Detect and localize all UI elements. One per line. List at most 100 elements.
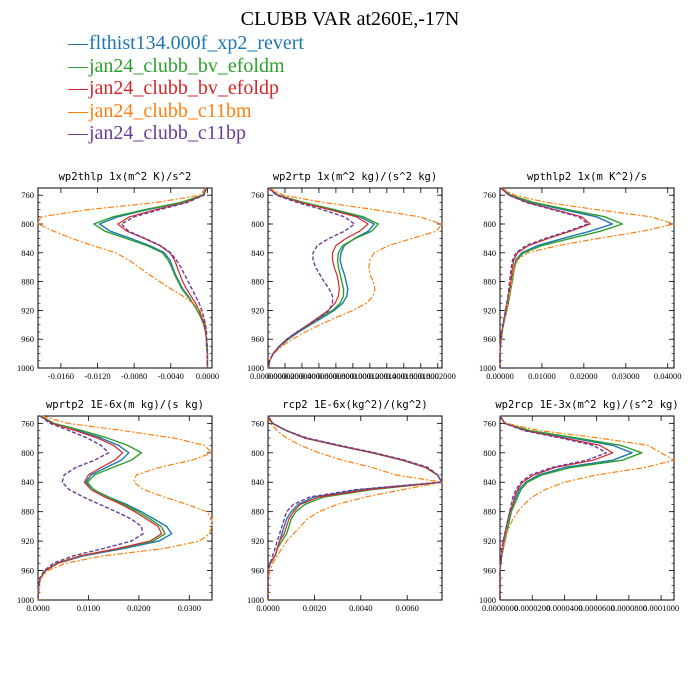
- legend-line-icon: —: [68, 99, 88, 122]
- y-tick-label: 800: [21, 219, 34, 229]
- y-tick-label: 880: [21, 277, 34, 287]
- x-tick-label: -0.0040: [158, 371, 184, 381]
- y-tick-label: 840: [251, 248, 264, 258]
- x-tick-label: 0.00000: [486, 371, 514, 381]
- x-tick-label: 0.0040: [349, 603, 372, 613]
- plot-frame: [499, 415, 675, 601]
- x-tick-label: -0.0080: [121, 371, 147, 381]
- series-line: [499, 187, 624, 368]
- series-line: [499, 415, 607, 600]
- x-tick-label: 0.0001200: [352, 371, 388, 381]
- legend-line-icon: —: [68, 77, 88, 99]
- series-line: [120, 187, 209, 368]
- y-tick-label: 960: [21, 334, 34, 344]
- y-tick-label: 880: [251, 507, 264, 517]
- series-line: [499, 187, 675, 368]
- y-tick-label: 960: [251, 334, 264, 344]
- x-tick-label: 0.0300: [178, 603, 201, 613]
- x-tick-label: 0.03000: [612, 371, 640, 381]
- legend-line-icon: —: [68, 32, 88, 54]
- x-tick-label: 0.0000000: [250, 371, 286, 381]
- x-tick-label: 0.0001000: [643, 603, 679, 613]
- y-tick-label: 1000: [17, 363, 34, 373]
- x-tick-label: -0.0120: [84, 371, 110, 381]
- y-tick-label: 1000: [479, 595, 496, 605]
- chart-panel: wprtp2 1E-6x(m kg)/(s kg) 760 800 840 880 920…: [17, 399, 213, 613]
- panel-title: rcp2 1E-6x(kg^2)/(kg^2): [282, 399, 427, 411]
- series-line: [499, 187, 589, 368]
- x-tick-label: 0.0200: [127, 603, 150, 613]
- series-line: [499, 415, 614, 600]
- x-tick-label: 0.01000: [528, 371, 556, 381]
- series-line: [117, 187, 208, 368]
- y-tick-label: 800: [251, 448, 264, 458]
- legend-line-icon: —: [68, 54, 88, 77]
- y-tick-label: 880: [21, 507, 34, 517]
- x-tick-label: 0.0001000: [335, 371, 371, 381]
- x-tick-label: 0.0000: [26, 603, 49, 613]
- y-tick-label: 920: [21, 305, 34, 315]
- series-line: [37, 187, 208, 368]
- legend-label: flthist134.000f_xp2_revert: [89, 32, 304, 54]
- series-line: [37, 415, 163, 601]
- series-line: [499, 415, 643, 600]
- x-tick-label: -0.0160: [48, 371, 74, 381]
- series-line: [267, 187, 356, 369]
- panel-title: wp2rcp 1E-3x(m^2 kg)/(s^2 kg): [495, 399, 678, 411]
- figure-title: CLUBB VAR at260E,-17N: [240, 8, 460, 30]
- y-tick-label: 1000: [247, 595, 264, 605]
- y-tick-label: 800: [21, 448, 34, 458]
- y-tick-label: 840: [21, 248, 34, 258]
- legend-item: — jan24_clubb_c11bm: [68, 100, 304, 123]
- x-tick-label: 0.0000200: [267, 371, 303, 381]
- y-tick-label: 880: [251, 277, 264, 287]
- chart-panel: wp2thlp 1x(m^2 K)/s^2 760 800 840 880 920 960 1…: [17, 171, 219, 381]
- series-line: [37, 415, 144, 600]
- y-tick-label: 760: [483, 190, 496, 200]
- x-tick-label: 0.0001600: [386, 371, 422, 381]
- x-tick-label: 0.0000000: [482, 603, 518, 613]
- series-line: [93, 187, 209, 368]
- chart-panel: wpthlp2 1x(m K^2)/s 760 800 840 880 920 960 100…: [479, 171, 682, 381]
- x-tick-label: 0.0000600: [579, 603, 615, 613]
- x-tick-label: 0.0000400: [546, 603, 582, 613]
- x-tick-label: 0.02000: [570, 371, 598, 381]
- y-tick-label: 920: [251, 305, 264, 315]
- y-tick-label: 920: [251, 536, 264, 546]
- series-line: [499, 187, 591, 368]
- y-tick-label: 920: [483, 305, 496, 315]
- y-tick-label: 960: [483, 566, 496, 576]
- x-tick-label: 0.0000800: [318, 371, 354, 381]
- x-tick-label: 0.0000400: [284, 371, 320, 381]
- plot-frame: [37, 187, 213, 369]
- y-tick-label: 760: [251, 190, 264, 200]
- chart-panel: wp2rcp 1E-3x(m^2 kg)/(s^2 kg) 760 800 840 88…: [479, 399, 679, 613]
- plot-frame: [499, 187, 675, 369]
- y-tick-label: 840: [251, 477, 264, 487]
- y-tick-label: 760: [21, 190, 34, 200]
- x-tick-label: 0.0000600: [301, 371, 337, 381]
- y-tick-label: 1000: [247, 363, 264, 373]
- y-tick-label: 920: [483, 536, 496, 546]
- legend-item: — jan24_clubb_bv_efoldp: [68, 77, 304, 100]
- y-tick-label: 760: [251, 418, 264, 428]
- series-line: [37, 415, 213, 601]
- plot-frame: [267, 187, 443, 369]
- legend-line-icon: —: [68, 122, 88, 144]
- plot-frame: [37, 415, 213, 601]
- x-tick-label: 0.0002000: [420, 371, 456, 381]
- y-tick-label: 1000: [17, 595, 34, 605]
- x-tick-label: 0.0000: [196, 371, 219, 381]
- legend: — flthist134.000f_xp2_revert — jan24_clu…: [68, 32, 304, 145]
- y-tick-label: 840: [483, 248, 496, 258]
- y-tick-label: 840: [483, 477, 496, 487]
- legend-label: jan24_clubb_c11bp: [89, 122, 247, 144]
- y-tick-label: 960: [251, 566, 264, 576]
- x-tick-label: 0.0000: [256, 603, 279, 613]
- x-tick-label: 0.04000: [654, 371, 682, 381]
- chart-panel: wp2rtp 1x(m^2 kg)/(s^2 kg) 760 800 840 880 92…: [247, 171, 456, 381]
- y-tick-label: 800: [483, 448, 496, 458]
- panel-title: wpthlp2 1x(m K^2)/s: [527, 171, 647, 183]
- series-line: [268, 187, 443, 369]
